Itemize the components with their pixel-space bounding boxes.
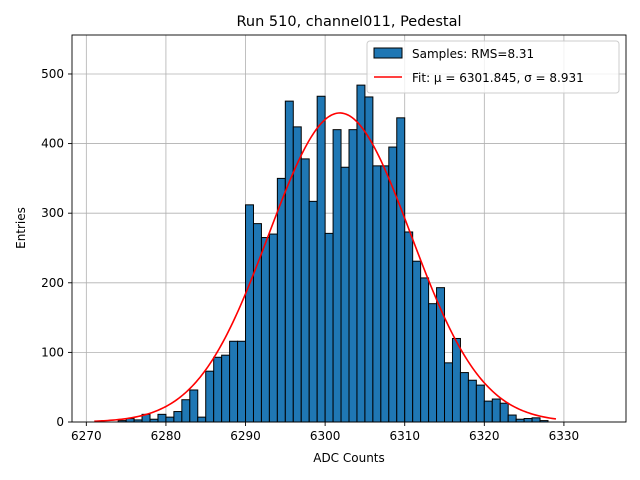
histogram-bar — [483, 400, 493, 423]
histogram-bar — [276, 177, 286, 423]
histogram-bar — [451, 337, 461, 423]
histogram-bar — [420, 277, 430, 423]
x-tick-label: 6320 — [469, 429, 500, 443]
histogram-bar — [197, 416, 207, 423]
histogram-bar — [412, 260, 422, 423]
legend-box — [366, 40, 620, 94]
histogram-bars — [117, 84, 549, 423]
histogram-bar — [229, 340, 239, 423]
histogram-bar — [396, 117, 406, 423]
histogram-bar — [268, 233, 278, 423]
y-tick-label: 100 — [41, 345, 64, 359]
y-axis-ticks: 0 100 200 300 400 500 — [41, 67, 72, 429]
legend-label-samples: Samples: RMS=8.31 — [412, 47, 534, 61]
histogram-bar — [324, 232, 334, 423]
histogram-bar — [181, 399, 191, 423]
histogram-bar — [428, 303, 438, 423]
y-tick-label: 0 — [56, 415, 64, 429]
histogram-bar — [356, 84, 366, 423]
histogram-bar — [308, 200, 318, 423]
histogram-bar — [531, 417, 541, 423]
legend-swatch-samples — [373, 47, 403, 59]
y-axis-label: Entries — [14, 207, 28, 249]
histogram-bar — [205, 370, 215, 423]
histogram-bar — [213, 356, 223, 423]
histogram-bar — [189, 389, 199, 423]
x-tick-label: 6310 — [389, 429, 420, 443]
x-tick-label: 6300 — [310, 429, 341, 443]
histogram-bar — [340, 166, 350, 423]
histogram-bar — [237, 340, 247, 423]
histogram-bar — [284, 100, 294, 423]
legend: Samples: RMS=8.31 Fit: μ = 6301.845, σ =… — [366, 40, 620, 94]
histogram-bar — [165, 416, 175, 423]
histogram-bar — [380, 165, 390, 423]
fit-curve — [94, 112, 557, 423]
y-tick-label: 400 — [41, 137, 64, 151]
histogram-bar — [364, 96, 374, 423]
histogram-bar — [523, 418, 533, 423]
legend-label-fit: Fit: μ = 6301.845, σ = 8.931 — [412, 71, 584, 85]
x-axis-label: ADC Counts — [313, 451, 385, 465]
histogram-bar — [372, 165, 382, 423]
histogram-bar — [173, 411, 183, 423]
y-tick-label: 200 — [41, 276, 64, 290]
histogram-bar — [300, 158, 310, 423]
histogram-bar — [475, 384, 485, 423]
y-tick-label: 500 — [41, 67, 64, 81]
histogram-bar — [499, 402, 509, 423]
histogram-bar — [404, 231, 414, 423]
y-tick-label: 300 — [41, 206, 64, 220]
histogram-bar — [245, 204, 254, 423]
histogram-bar — [444, 362, 453, 423]
histogram-bar — [221, 354, 231, 423]
histogram-bar — [348, 129, 358, 423]
histogram-bar — [507, 414, 517, 423]
histogram-bar — [252, 223, 262, 423]
x-tick-label: 6280 — [151, 429, 182, 443]
chart-title: Run 510, channel011, Pedestal — [236, 14, 461, 30]
x-tick-label: 6270 — [71, 429, 102, 443]
histogram-bar — [491, 398, 501, 423]
histogram-bar — [157, 413, 167, 423]
histogram-bar — [332, 129, 342, 423]
histogram-bar — [467, 379, 477, 423]
x-tick-label: 6330 — [549, 429, 580, 443]
x-axis-ticks: 6270 6280 6290 6300 6310 6320 6330 — [71, 422, 579, 443]
histogram-bar — [459, 372, 469, 423]
histogram-bar — [260, 237, 270, 423]
histogram-bar — [316, 95, 326, 423]
axes-frame — [71, 34, 627, 423]
x-tick-label: 6290 — [230, 429, 261, 443]
